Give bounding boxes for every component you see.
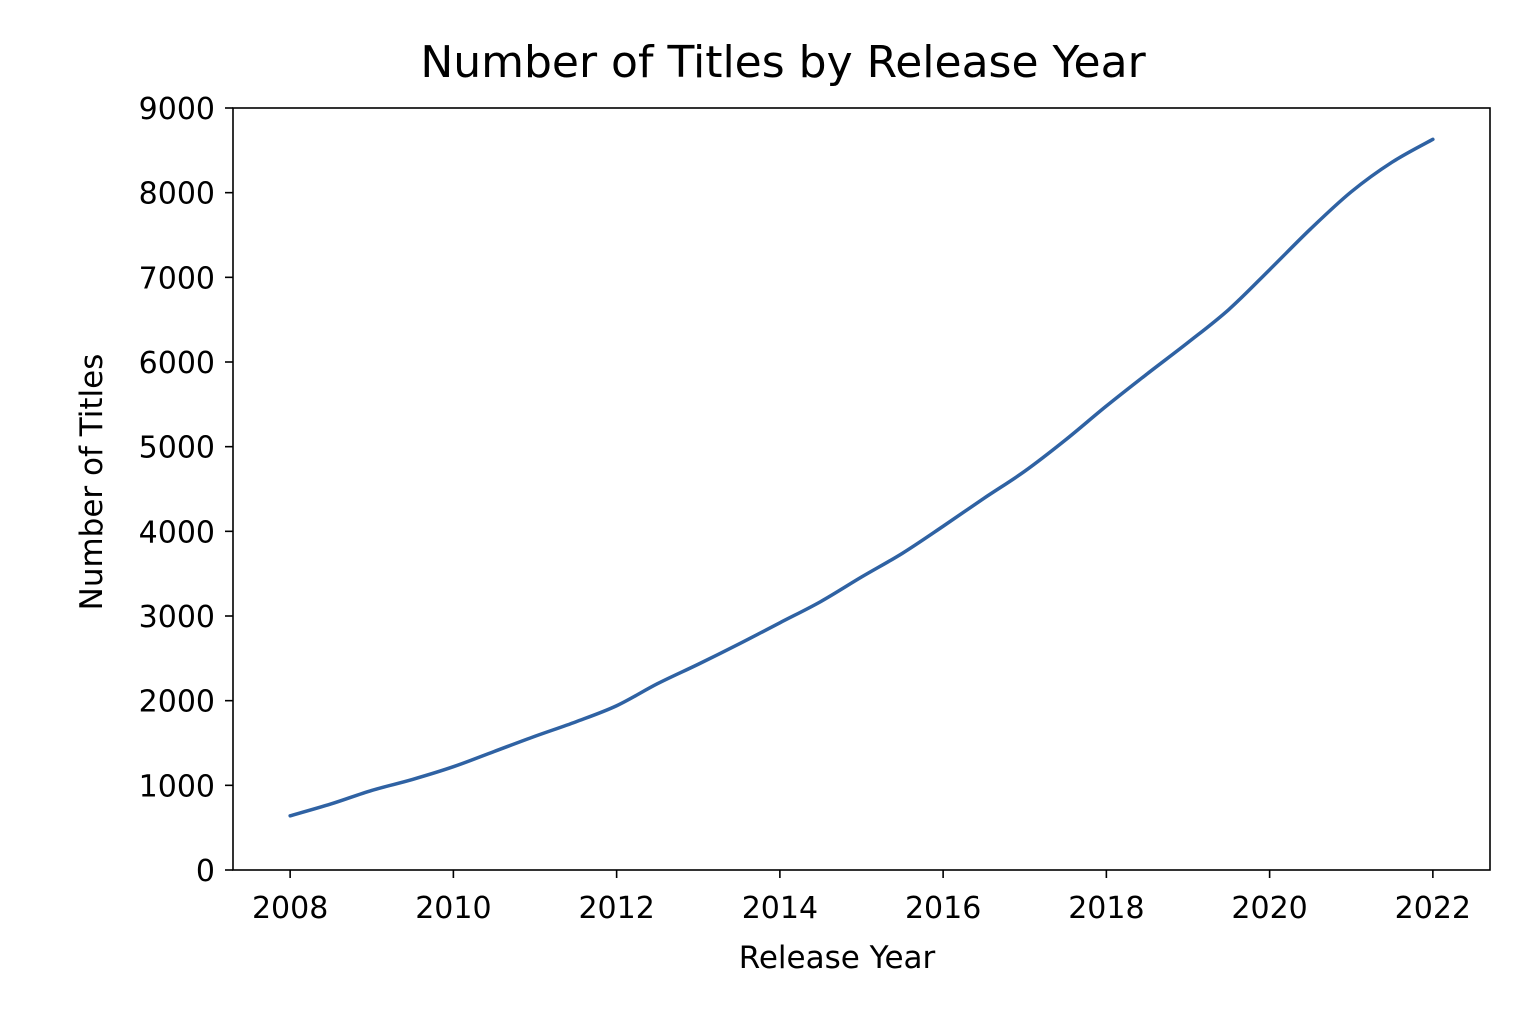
y-axis-label: Number of Titles	[74, 354, 110, 611]
y-tick-label: 6000	[139, 346, 215, 381]
series-line	[288, 137, 1435, 818]
chart-title: Number of Titles by Release Year	[420, 37, 1146, 88]
x-tick-label: 2018	[1068, 891, 1144, 926]
y-tick-label: 2000	[139, 685, 215, 720]
x-tick-label: 2010	[415, 891, 491, 926]
y-axis: 0 1000 2000 3000 4000 5000 6000 7000 8000 9000	[139, 92, 233, 889]
y-tick-label: 4000	[139, 515, 215, 550]
x-axis-label: Release Year	[739, 940, 936, 976]
y-tick-label: 0	[196, 854, 215, 889]
y-tick-label: 9000	[139, 92, 215, 127]
x-tick-label: 2012	[578, 891, 654, 926]
x-tick-label: 2016	[905, 891, 981, 926]
y-tick-label: 7000	[139, 261, 215, 296]
x-tick-label: 2008	[252, 891, 328, 926]
x-tick-label: 2014	[742, 891, 818, 926]
y-tick-label: 5000	[139, 431, 215, 466]
x-axis: 2008 2010 2012 2014 2016 2018 2020 2022	[252, 870, 1471, 926]
plot-area-frame	[232, 107, 1491, 871]
y-tick-label: 3000	[139, 600, 215, 635]
x-tick-label: 2020	[1231, 891, 1307, 926]
y-tick-label: 8000	[139, 177, 215, 212]
x-tick-label: 2022	[1395, 891, 1471, 926]
y-tick-label: 1000	[139, 769, 215, 804]
